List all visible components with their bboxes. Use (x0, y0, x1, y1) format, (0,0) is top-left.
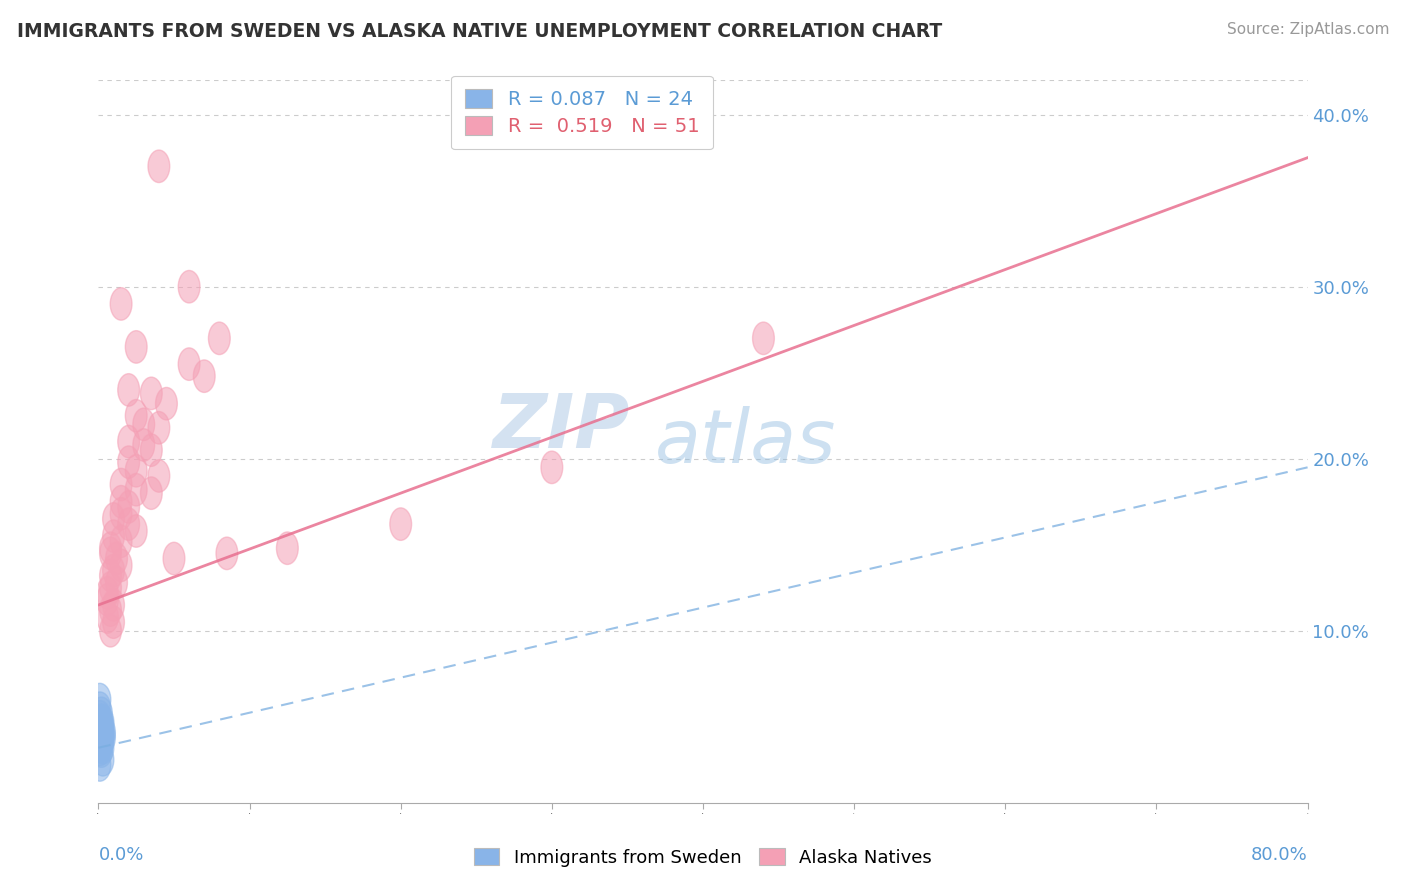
Ellipse shape (89, 728, 111, 761)
Ellipse shape (277, 532, 298, 565)
Ellipse shape (125, 455, 148, 487)
Ellipse shape (103, 589, 124, 621)
Ellipse shape (89, 748, 111, 781)
Ellipse shape (89, 713, 111, 745)
Ellipse shape (110, 468, 132, 500)
Ellipse shape (141, 477, 162, 509)
Ellipse shape (103, 606, 124, 639)
Ellipse shape (125, 515, 148, 548)
Ellipse shape (97, 600, 118, 633)
Ellipse shape (148, 459, 170, 492)
Text: 0.0%: 0.0% (98, 847, 143, 864)
Legend: R = 0.087   N = 24, R =  0.519   N = 51: R = 0.087 N = 24, R = 0.519 N = 51 (451, 76, 713, 150)
Ellipse shape (105, 566, 128, 599)
Text: Source: ZipAtlas.com: Source: ZipAtlas.com (1226, 22, 1389, 37)
Ellipse shape (217, 537, 238, 570)
Ellipse shape (148, 411, 170, 444)
Ellipse shape (91, 744, 114, 776)
Ellipse shape (100, 572, 121, 604)
Ellipse shape (100, 537, 121, 570)
Ellipse shape (91, 714, 114, 747)
Ellipse shape (90, 697, 112, 730)
Ellipse shape (90, 707, 112, 740)
Ellipse shape (90, 723, 112, 756)
Ellipse shape (89, 733, 111, 765)
Ellipse shape (90, 735, 112, 767)
Ellipse shape (163, 542, 184, 574)
Ellipse shape (103, 520, 124, 552)
Ellipse shape (100, 559, 121, 592)
Ellipse shape (156, 387, 177, 420)
Ellipse shape (90, 726, 112, 759)
Ellipse shape (91, 709, 114, 741)
Legend: Immigrants from Sweden, Alaska Natives: Immigrants from Sweden, Alaska Natives (467, 841, 939, 874)
Ellipse shape (97, 583, 118, 616)
Ellipse shape (134, 429, 155, 461)
Ellipse shape (100, 594, 121, 626)
Ellipse shape (110, 549, 132, 582)
Ellipse shape (389, 508, 412, 541)
Ellipse shape (91, 720, 114, 752)
Ellipse shape (125, 474, 148, 506)
Ellipse shape (141, 377, 162, 409)
Text: atlas: atlas (655, 406, 837, 477)
Ellipse shape (97, 576, 118, 609)
Ellipse shape (541, 451, 562, 483)
Ellipse shape (91, 731, 114, 764)
Text: ZIP: ZIP (494, 391, 630, 464)
Ellipse shape (125, 400, 148, 432)
Ellipse shape (90, 730, 112, 763)
Ellipse shape (100, 532, 121, 565)
Ellipse shape (110, 287, 132, 320)
Ellipse shape (94, 721, 115, 754)
Ellipse shape (118, 425, 139, 458)
Ellipse shape (148, 150, 170, 183)
Ellipse shape (90, 718, 112, 750)
Text: IMMIGRANTS FROM SWEDEN VS ALASKA NATIVE UNEMPLOYMENT CORRELATION CHART: IMMIGRANTS FROM SWEDEN VS ALASKA NATIVE … (17, 22, 942, 41)
Ellipse shape (118, 491, 139, 524)
Ellipse shape (110, 525, 132, 558)
Ellipse shape (110, 485, 132, 518)
Ellipse shape (103, 554, 124, 587)
Ellipse shape (91, 706, 114, 739)
Ellipse shape (105, 542, 128, 574)
Ellipse shape (110, 498, 132, 530)
Ellipse shape (141, 434, 162, 467)
Ellipse shape (94, 716, 115, 748)
Ellipse shape (91, 724, 114, 757)
Ellipse shape (179, 348, 200, 380)
Ellipse shape (90, 704, 112, 737)
Ellipse shape (179, 270, 200, 303)
Ellipse shape (89, 692, 111, 724)
Ellipse shape (100, 615, 121, 647)
Ellipse shape (752, 322, 775, 355)
Ellipse shape (118, 374, 139, 406)
Ellipse shape (208, 322, 231, 355)
Ellipse shape (89, 700, 111, 733)
Ellipse shape (125, 331, 148, 363)
Ellipse shape (103, 503, 124, 535)
Ellipse shape (89, 683, 111, 716)
Ellipse shape (194, 359, 215, 392)
Ellipse shape (118, 446, 139, 478)
Ellipse shape (118, 508, 139, 541)
Text: 80.0%: 80.0% (1251, 847, 1308, 864)
Ellipse shape (134, 408, 155, 441)
